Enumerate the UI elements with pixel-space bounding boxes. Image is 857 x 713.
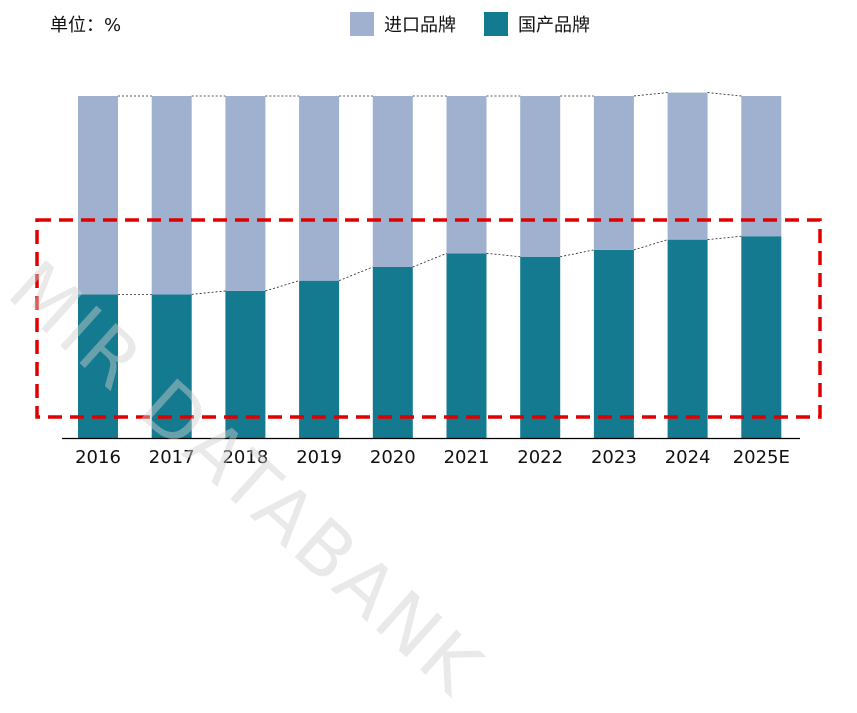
x-tick-label-2017: 2017 <box>149 447 195 468</box>
bar-imported-2019 <box>299 96 340 281</box>
x-tick-label-2019: 2019 <box>296 447 342 468</box>
connector-domestic-8 <box>707 235 742 241</box>
bar-imported-2017 <box>151 96 192 295</box>
legend-swatch-imported <box>350 12 374 36</box>
connector-domestic-5 <box>486 252 521 258</box>
connector-domestic-2 <box>265 280 300 292</box>
bar-domestic-2019 <box>299 280 340 438</box>
x-tick-label-2023: 2023 <box>591 447 637 468</box>
bar-imported-2016 <box>78 96 118 295</box>
bar-imported-2023 <box>593 96 634 250</box>
connector-domestic-4 <box>412 252 447 268</box>
bar-domestic-2018 <box>225 290 266 438</box>
legend-label-imported: 进口品牌 <box>384 15 456 36</box>
highlight-box <box>35 218 822 419</box>
bar-domestic-2025E <box>741 236 782 438</box>
bar-imported-2022 <box>520 96 561 257</box>
legend-imported: 进口品牌 <box>350 12 456 36</box>
bar-domestic-2020 <box>372 267 413 438</box>
legend-label-domestic: 国产品牌 <box>518 15 590 36</box>
connector-imported-8 <box>707 92 742 97</box>
connector-domestic-7 <box>633 239 668 251</box>
bar-domestic-2022 <box>520 256 561 438</box>
x-tick-label-2016: 2016 <box>75 447 121 468</box>
bar-imported-2021 <box>446 96 487 254</box>
bar-domestic-2024 <box>667 239 708 438</box>
bar-imported-2025E <box>741 96 782 237</box>
bar-domestic-2021 <box>446 253 487 438</box>
legend-domestic: 国产品牌 <box>484 12 590 36</box>
bar-domestic-2016 <box>78 294 118 438</box>
x-tick-label-2024: 2024 <box>665 447 711 468</box>
x-tick-label-2022: 2022 <box>517 447 563 468</box>
connector-domestic-3 <box>338 266 373 282</box>
unit-label: 单位：% <box>50 15 122 36</box>
bar-imported-2020 <box>372 96 413 267</box>
bar-imported-2024 <box>667 92 708 240</box>
x-tick-label-2025E: 2025E <box>733 447 790 468</box>
legend-swatch-domestic <box>484 12 508 36</box>
connector-domestic-6 <box>560 249 594 258</box>
x-tick-label-2018: 2018 <box>222 447 268 468</box>
x-tick-label-2020: 2020 <box>370 447 416 468</box>
bar-domestic-2017 <box>151 294 192 438</box>
bar-imported-2018 <box>225 96 266 291</box>
connector-domestic-1 <box>191 290 226 295</box>
stacked-bar-chart: 2016 2017 2018 2019 2020 2021 2022 2023 2024 2025… <box>35 92 822 468</box>
connector-imported-7 <box>633 92 668 97</box>
bar-domestic-2023 <box>593 249 634 438</box>
x-tick-label-2021: 2021 <box>444 447 490 468</box>
